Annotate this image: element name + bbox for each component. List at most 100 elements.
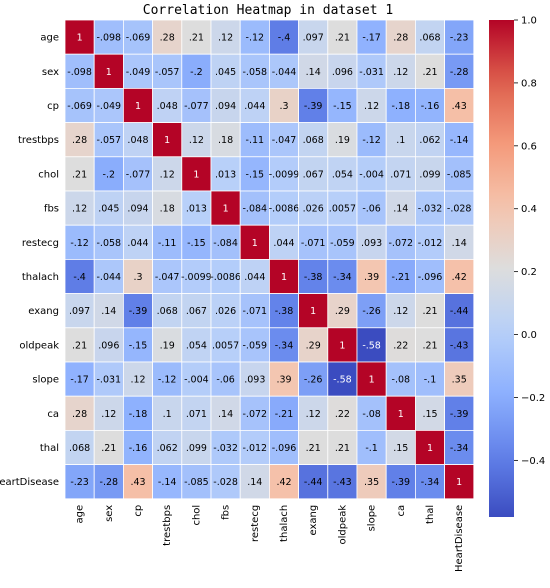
cell-value-label: -.39 [450,409,469,420]
cell-value-label: .097 [303,33,324,44]
cell-value-label: .35 [452,375,467,386]
colorbar-tick-label: −0.2 [521,393,545,404]
x-tick-label: chol [191,505,202,526]
heatmap-cell [298,258,329,294]
cell-value-label: -.34 [275,340,294,351]
cell-value-label: .14 [247,477,262,488]
cell-value-label: .35 [364,477,379,488]
heatmap-cell [327,429,358,465]
heatmap-cell [385,224,416,260]
cell-value-label: -.071 [243,306,268,317]
cell-value-label: -.049 [97,101,122,112]
cell-value-label: -.077 [184,101,209,112]
cell-value-label: -.12 [70,238,89,249]
heatmap-cell [356,122,387,158]
cell-value-label: .062 [419,135,440,146]
heatmap-cell [123,156,154,192]
heatmap-cell [385,122,416,158]
cell-value-label: -.06 [362,204,381,215]
heatmap-cell [268,53,299,89]
cell-value-label: -.1 [365,443,378,454]
heatmap-cell [414,429,445,465]
cell-value-label: 1 [310,306,316,317]
heatmap-cell [385,293,416,329]
cell-value-label: -.0086 [269,204,300,215]
heatmap-cell [298,122,329,158]
cell-value-label: 1 [369,375,375,386]
colorbar-tick-label: 1.0 [521,16,537,27]
heatmap-cell [181,190,212,226]
heatmap-cell [327,19,358,55]
cell-value-label: .28 [393,33,408,44]
cell-value-label: .14 [218,409,233,420]
cell-value-label: -.071 [301,238,326,249]
cell-value-label: .14 [452,238,467,249]
cell-value-label: .096 [332,67,353,78]
heatmap-cell [181,464,212,500]
heatmap-cell [123,122,154,158]
cell-value-label: -.08 [392,375,411,386]
cell-value-label: -.059 [243,340,268,351]
cell-value-label: .3 [279,101,288,112]
heatmap-cell [268,327,299,363]
x-tick-label: cp [133,505,144,517]
cell-value-label: .026 [303,204,324,215]
cell-value-label: .19 [160,340,175,351]
x-tick-label: slope [367,505,378,532]
cell-value-label: -.58 [333,375,352,386]
cell-value-label: -.4 [278,33,291,44]
cell-value-label: .21 [422,306,437,317]
heatmap-cell [181,258,212,294]
cell-value-label: 1 [339,340,345,351]
colorbar-tick-label: 0.4 [521,204,537,215]
heatmap-cell [152,122,183,158]
heatmap-cell [64,258,95,294]
cell-value-label: -.0086 [210,272,241,283]
cell-value-label: .22 [393,340,408,351]
cell-value-label: .28 [160,33,175,44]
cell-value-label: .12 [393,67,408,78]
heatmap-cell [385,156,416,192]
heatmap-cell [239,464,270,500]
cell-value-label: -.34 [450,443,469,454]
cell-value-label: .21 [189,33,204,44]
cell-value-label: .048 [157,101,178,112]
colorbar-tick-label: 0.2 [521,267,537,278]
cell-value-label: .096 [98,340,119,351]
heatmap-cell [64,395,95,431]
cell-value-label: .068 [303,135,324,146]
cell-value-label: -.057 [155,67,180,78]
cell-value-label: -.38 [304,272,323,283]
cell-value-label: 1 [223,204,229,215]
x-tick-label: trestbps [162,505,173,546]
heatmap-cell [181,224,212,260]
heatmap-cell [123,293,154,329]
cell-value-label: .15 [422,409,437,420]
x-tick-label: fbs [221,505,232,520]
cell-value-label: -.028 [213,477,238,488]
heatmap-cell [385,464,416,500]
cell-value-label: .43 [452,101,467,112]
heatmap-cell [268,190,299,226]
x-tick-label: exang [308,505,319,536]
cell-value-label: .094 [127,204,148,215]
cell-value-label: .067 [186,306,207,317]
cell-value-label: .048 [127,135,148,146]
cell-value-label: -.096 [272,443,297,454]
heatmap-cell [181,361,212,397]
heatmap-cell [93,327,124,363]
heatmap-cell [356,156,387,192]
heatmap-cell [356,293,387,329]
cell-value-label: -.38 [275,306,294,317]
cell-value-label: .099 [419,169,440,180]
cell-value-label: -.12 [158,375,177,386]
cell-value-label: -.21 [392,272,411,283]
y-tick-label: fbs [44,204,59,215]
cell-value-label: -.1 [424,375,437,386]
y-tick-label: thalach [22,272,59,283]
cell-value-label: -.17 [362,33,381,44]
cell-value-label: .099 [186,443,207,454]
y-axis-labels: age sex cp trestbps chol fbs restecg thalach exa… [0,33,59,489]
cell-value-label: -.15 [246,169,265,180]
heatmap-cell [181,53,212,89]
